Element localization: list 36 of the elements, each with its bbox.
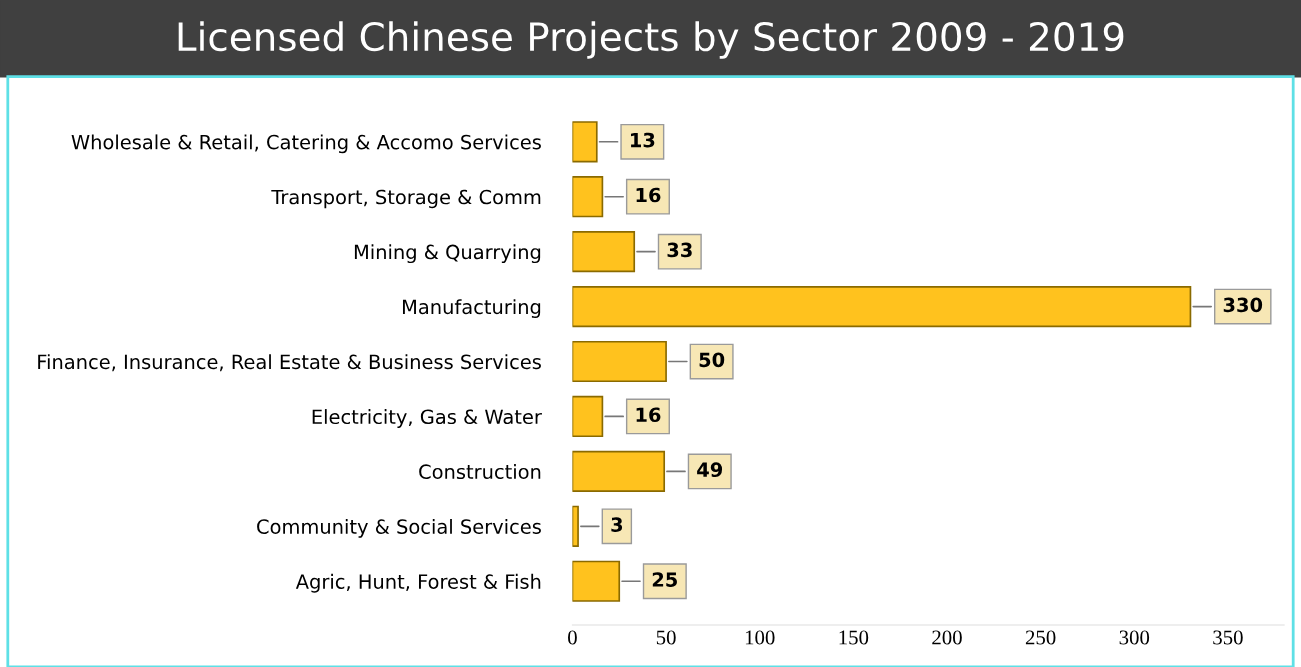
data-label: 25 [652, 572, 677, 587]
data-label: 16 [636, 407, 661, 423]
x-tick-label: 250 [1025, 630, 1056, 645]
x-tick-label: 350 [1213, 630, 1243, 645]
y-tick-label: Community & Social Services [257, 518, 541, 538]
data-label: 33 [667, 242, 692, 258]
data-label: 49 [697, 462, 723, 478]
bar [572, 395, 604, 438]
y-tick-label: Mining & Quarrying [354, 244, 541, 264]
y-tick-label: Manufacturing [402, 299, 541, 319]
bar [572, 176, 604, 218]
x-tick-label: 150 [839, 630, 869, 645]
y-tick-label: Wholesale & Retail, Catering & Accomo Services [71, 134, 541, 154]
bar [572, 285, 1192, 328]
x-tick-label: 300 [1119, 630, 1150, 645]
bar [572, 560, 621, 602]
data-label: 13 [631, 132, 655, 148]
chart-title: Licensed Chinese Projects by Sector 2009 - 2019 [178, 21, 1124, 59]
data-label: 330 [1223, 297, 1263, 313]
y-tick-label: Agric, Hunt, Forest & Fish [295, 573, 541, 593]
y-tick-label: Electricity, Gas & Water [312, 409, 542, 428]
y-tick-label: Transport, Storage & Comm [271, 189, 541, 209]
x-tick-label: 200 [932, 630, 962, 645]
data-label: 50 [699, 352, 725, 368]
bar [572, 340, 667, 383]
x-tick-label: 100 [745, 630, 775, 645]
x-tick-label: 0 [568, 630, 577, 645]
bar [572, 505, 579, 547]
bar [572, 231, 636, 273]
bar [572, 121, 598, 163]
x-tick-label: 50 [656, 630, 676, 645]
bar [572, 450, 666, 492]
y-tick-label: Finance, Insurance, Real Estate & Business Services [38, 354, 541, 372]
data-label: 16 [636, 187, 661, 203]
data-label: 3 [611, 517, 623, 532]
y-tick-label: Construction [419, 464, 541, 480]
